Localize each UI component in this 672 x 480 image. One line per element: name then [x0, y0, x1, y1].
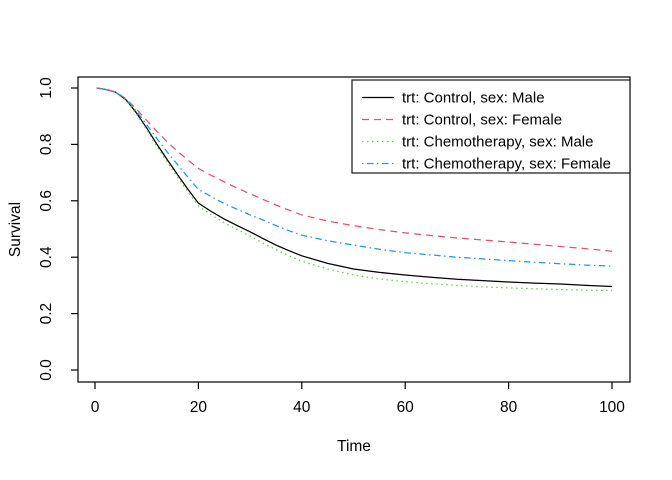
legend-item-label: trt: Control, sex: Male — [402, 90, 545, 107]
survival-curve-trt-control-sex-female — [96, 87, 613, 252]
y-axis-label: Survival — [7, 202, 24, 257]
legend-item-label: trt: Chemotherapy, sex: Male — [402, 134, 593, 151]
x-axis-label: Time — [337, 438, 371, 455]
survival-curve-trt-chemotherapy-sex-male — [96, 87, 613, 292]
x-axis-tick-label: 60 — [397, 399, 415, 416]
survival-curves — [96, 87, 613, 292]
legend-box — [351, 79, 631, 174]
x-axis-tick-label: 0 — [91, 399, 100, 416]
x-axis-tick-label: 20 — [190, 399, 208, 416]
x-axis-tick-label: 100 — [599, 399, 625, 416]
survival-curve-trt-chemotherapy-sex-female — [96, 87, 613, 267]
y-axis-tick-label: 0.4 — [38, 246, 55, 268]
y-axis-tick-label: 1.0 — [38, 77, 55, 99]
y-axis-tick-label: 0.6 — [38, 190, 55, 212]
survival-curve-trt-control-sex-male — [96, 87, 613, 288]
y-axis-tick-label: 0.0 — [38, 359, 55, 381]
axis-ticks: 0 20 40 60 80 100 0.0 0.2 0.4 0.6 0.8 1.0 — [38, 77, 625, 416]
x-axis-tick-label: 80 — [500, 399, 518, 416]
plot-border-box — [77, 76, 631, 383]
y-axis-tick-label: 0.2 — [38, 303, 55, 325]
y-axis-tick-label: 0.8 — [38, 134, 55, 156]
legend: trt: Control, sex: Male trt: Control, sex… — [351, 79, 631, 174]
legend-item-label: trt: Chemotherapy, sex: Female — [402, 156, 611, 173]
x-axis-tick-label: 40 — [293, 399, 311, 416]
legend-item-label: trt: Control, sex: Female — [402, 112, 562, 129]
